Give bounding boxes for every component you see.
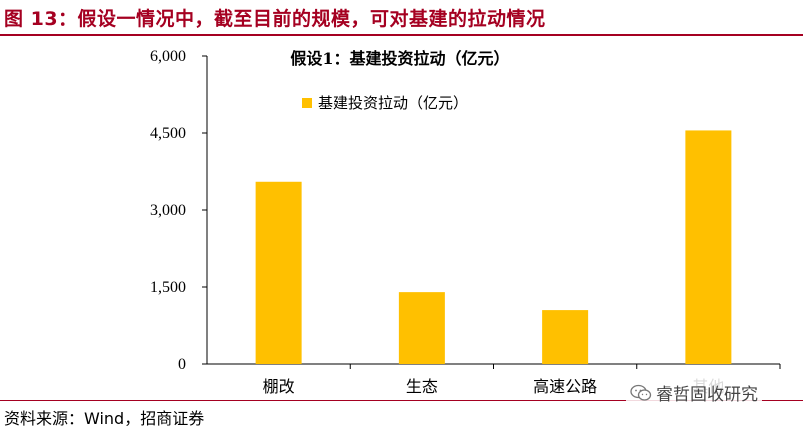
x-tick-label: 棚改: [263, 377, 295, 396]
bar-chart: 假设1：基建投资拉动（亿元） 基建投资拉动（亿元） 0 1,500 3,000 4,5…: [150, 48, 781, 396]
source-note: 资料来源：Wind，招商证券: [4, 409, 205, 428]
bars: [255, 130, 732, 364]
title-divider: [0, 34, 803, 36]
x-tick-label: 高速公路: [533, 377, 597, 396]
y-tick-label: 0: [178, 356, 186, 373]
y-tick-label: 3,000: [150, 202, 186, 219]
y-axis-ticks: 0 1,500 3,000 4,500 6,000: [150, 48, 207, 373]
watermark-text: 睿哲固收研究: [656, 385, 758, 405]
legend-swatch: [302, 98, 312, 108]
wechat-icon: [630, 384, 652, 401]
footer-divider: [0, 400, 803, 401]
bar: [685, 130, 732, 364]
bar: [542, 310, 589, 364]
bar: [255, 181, 302, 364]
chart-title: 假设1：基建投资拉动（亿元）: [290, 49, 509, 68]
legend-label: 基建投资拉动（亿元）: [318, 94, 468, 112]
x-tick-label: 生态: [406, 377, 438, 396]
y-tick-label: 6,000: [150, 48, 186, 65]
y-tick-label: 1,500: [150, 279, 186, 296]
y-tick-label: 4,500: [150, 125, 186, 142]
watermark: 睿哲固收研究: [626, 378, 762, 407]
figure-title: 图 13：假设一情况中，截至目前的规模，可对基建的拉动情况: [4, 8, 546, 30]
bar: [398, 292, 445, 364]
